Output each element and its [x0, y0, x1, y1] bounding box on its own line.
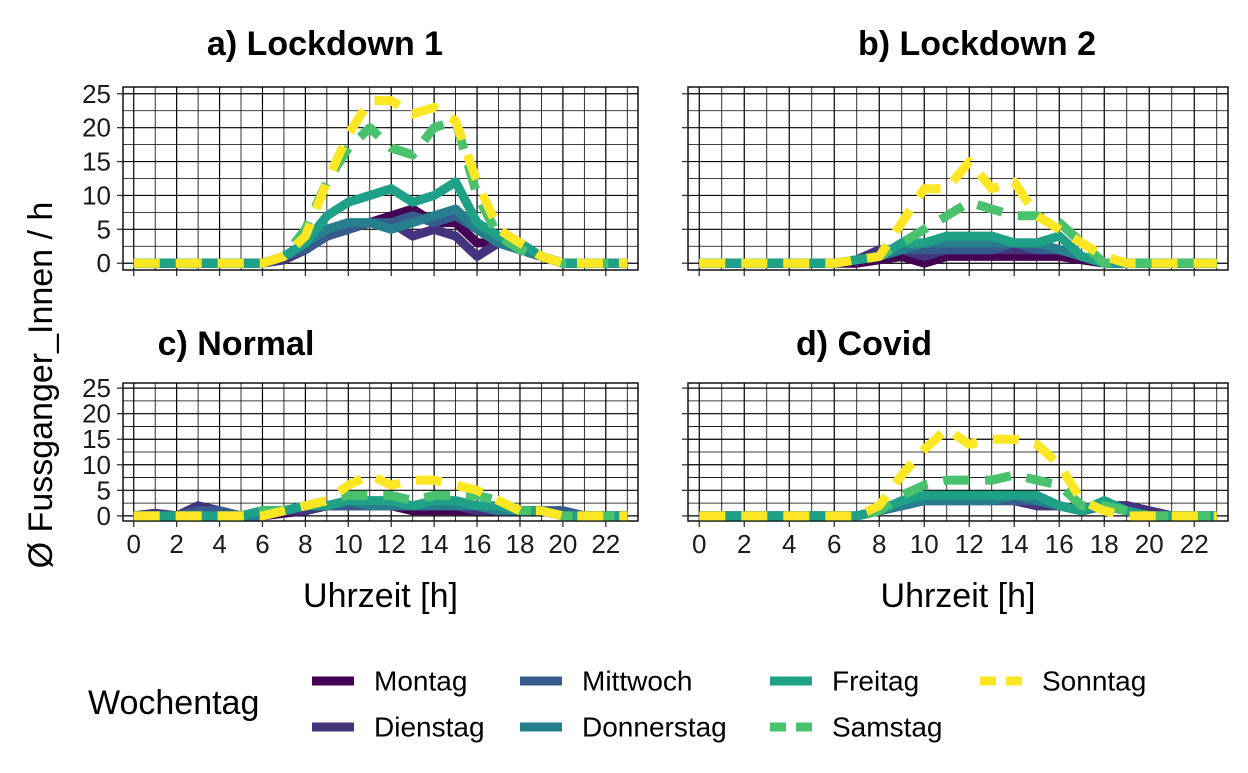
x-tick-label: 14 [1000, 529, 1029, 559]
legend-item: Freitag [770, 666, 919, 697]
series-line-sonntag [133, 470, 628, 521]
series-line-montag [133, 204, 628, 268]
legend-label: Mittwoch [582, 666, 692, 697]
panel-border [687, 382, 1229, 522]
legend-label: Montag [374, 666, 467, 697]
x-tick-label: 14 [420, 529, 449, 559]
panel-2: b) Lockdown 2 [682, 25, 1229, 276]
x-axis-label: Uhrzeit [h] [881, 577, 1036, 615]
legend-item: Donnerstag [520, 712, 727, 743]
x-tick-label: 22 [1180, 529, 1209, 559]
y-tick-label: 10 [82, 450, 111, 480]
x-tick-label: 4 [212, 529, 226, 559]
x-tick-label: 4 [782, 529, 796, 559]
x-axis-label: Uhrzeit [h] [303, 577, 458, 615]
series-line-sonntag [699, 157, 1217, 268]
y-axis-label: Ø Fussganger_Innen / h [22, 202, 60, 569]
series-group [699, 424, 1217, 521]
y-tick-label: 25 [82, 79, 111, 109]
x-tick-label: 6 [255, 529, 269, 559]
panel-title: d) Covid [796, 325, 932, 363]
panel-border [687, 86, 1229, 271]
panel-border [122, 382, 639, 522]
y-tick-label: 15 [82, 424, 111, 454]
panel-4: d) Covid 0 2 4 6 8 10 12 14 16 18 20 22 Uhrzeit [h] [682, 325, 1229, 615]
legend-item: Dienstag [312, 712, 485, 743]
legend-item: Montag [312, 666, 467, 697]
x-tick-label: 2 [737, 529, 751, 559]
y-tick-label: 5 [97, 214, 111, 244]
legend: Wochentag Montag Dienstag Mittwoch Donnersta… [88, 666, 1146, 743]
x-tick-label: 12 [955, 529, 984, 559]
x-tick-label: 6 [827, 529, 841, 559]
x-tick-label: 0 [126, 529, 140, 559]
y-tick-label: 20 [82, 399, 111, 429]
panel-title: a) Lockdown 1 [207, 25, 443, 63]
x-tick-label: 20 [1135, 529, 1164, 559]
x-tick-label: 16 [1045, 529, 1074, 559]
series-group [699, 157, 1217, 268]
legend-label: Dienstag [374, 712, 485, 743]
legend-label: Freitag [832, 666, 919, 697]
x-tick-label: 0 [692, 529, 706, 559]
series-line-sonntag [133, 96, 628, 268]
x-tick-label: 8 [872, 529, 886, 559]
series-line-sonntag [699, 424, 1217, 521]
y-tick-label: 0 [97, 501, 111, 531]
x-tick-label: 18 [506, 529, 535, 559]
x-tick-label: 10 [334, 529, 363, 559]
y-tick-label: 25 [82, 373, 111, 403]
legend-label: Sonntag [1042, 666, 1146, 697]
panel-title: c) Normal [158, 325, 315, 363]
legend-label: Samstag [832, 712, 943, 743]
series-group [133, 470, 628, 521]
legend-item: Mittwoch [520, 666, 692, 697]
y-tick-label: 5 [97, 475, 111, 505]
legend-label: Donnerstag [582, 712, 727, 743]
x-tick-label: 10 [910, 529, 939, 559]
x-tick-label: 18 [1090, 529, 1119, 559]
x-tick-label: 20 [548, 529, 577, 559]
y-tick-label: 10 [82, 180, 111, 210]
x-tick-label: 12 [377, 529, 406, 559]
panel-title: b) Lockdown 2 [858, 25, 1096, 63]
legend-item: Samstag [770, 712, 943, 743]
x-tick-label: 16 [463, 529, 492, 559]
legend-item: Sonntag [980, 666, 1146, 697]
x-tick-label: 2 [169, 529, 183, 559]
series-group [133, 96, 628, 268]
x-tick-label: 22 [591, 529, 620, 559]
x-tick-label: 8 [298, 529, 312, 559]
y-tick-label: 15 [82, 147, 111, 177]
panel-border [122, 86, 639, 271]
y-tick-label: 0 [97, 248, 111, 278]
y-tick-label: 20 [82, 113, 111, 143]
grid [123, 87, 638, 270]
legend-title: Wochentag [88, 684, 259, 722]
